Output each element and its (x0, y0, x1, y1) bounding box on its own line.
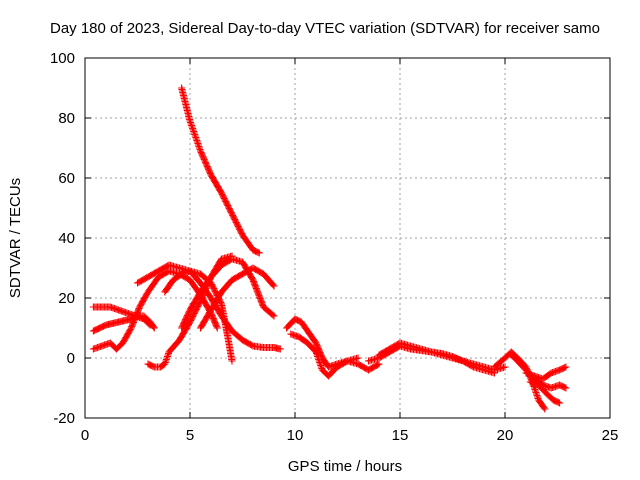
data-point-marker (149, 323, 157, 331)
data-point-marker (501, 363, 509, 371)
y-axis-label: SDTVAR / TECUs (7, 178, 24, 298)
series-sat-e (134, 261, 284, 353)
x-tick-label: 25 (602, 427, 619, 444)
chart-title: Day 180 of 2023, Sidereal Day-to-day VTE… (50, 20, 600, 37)
x-tick-label: 15 (392, 427, 409, 444)
data-point-marker (561, 383, 569, 391)
data-point-marker (269, 311, 277, 319)
data-point-marker (276, 345, 284, 353)
data-point-marker (540, 404, 548, 412)
y-tick-label: 60 (58, 170, 75, 187)
y-tick-label: 40 (58, 230, 75, 247)
data-point-marker (269, 281, 277, 289)
data-marks (89, 84, 570, 413)
data-point-marker (270, 282, 278, 290)
x-tick-label: 0 (81, 427, 89, 444)
data-point-marker (254, 248, 262, 256)
data-point-marker (213, 324, 221, 332)
series-sat-a (178, 84, 263, 257)
series-sat-j (283, 315, 383, 374)
x-tick-label: 10 (287, 427, 304, 444)
series-sat-m (375, 339, 498, 377)
y-tick-label: 80 (58, 110, 75, 127)
data-point-marker (541, 405, 549, 413)
data-point-marker (213, 323, 221, 331)
data-point-marker (375, 360, 383, 368)
series-sat-p (522, 363, 570, 383)
data-point-marker (228, 357, 236, 365)
axis-ticks: 0 5 10 15 20 25 -20 0 20 40 60 80 100 (50, 50, 618, 444)
x-axis-label: GPS time / hours (288, 458, 402, 475)
plot-frame (84, 57, 611, 419)
data-point-marker (562, 363, 570, 371)
series-sat-c (89, 312, 158, 335)
data-point-marker (374, 361, 382, 369)
data-point-marker (354, 354, 362, 362)
y-tick-label: 0 (67, 350, 75, 367)
data-point-marker (556, 399, 564, 407)
data-point-marker (562, 384, 570, 392)
y-tick-label: 100 (50, 50, 75, 67)
series-sat-k (287, 330, 362, 380)
data-point-marker (561, 364, 569, 372)
y-tick-label: 20 (58, 290, 75, 307)
x-tick-label: 5 (186, 427, 194, 444)
series-sat-i (197, 264, 278, 332)
data-point-marker (491, 369, 498, 377)
data-point-marker (554, 398, 562, 406)
data-point-marker (150, 324, 158, 332)
data-point-marker (255, 249, 263, 257)
series-sat-h (178, 255, 278, 332)
data-point-marker (270, 312, 278, 320)
y-tick-label: -20 (53, 410, 75, 427)
x-tick-label: 20 (497, 427, 514, 444)
series-sat-q (526, 378, 564, 407)
